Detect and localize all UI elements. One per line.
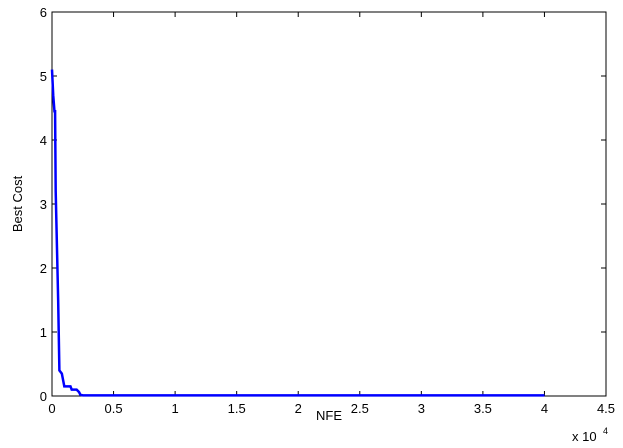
x-tick-label: 0.5 bbox=[105, 401, 123, 416]
plot-area-frame bbox=[51, 11, 607, 397]
y-tick-label: 3 bbox=[40, 197, 47, 212]
x-exponent-base: x 10 bbox=[572, 429, 597, 444]
x-tick-label: 1 bbox=[171, 401, 178, 416]
x-tick-labels: 0 0.5 1 1.5 2 2.5 3 3.5 4 4.5 bbox=[48, 401, 615, 416]
y-tick-label: 5 bbox=[40, 69, 47, 84]
x-exponent-power: 4 bbox=[603, 426, 608, 436]
y-tick-label: 1 bbox=[40, 325, 47, 340]
y-tick-labels: 0 1 2 3 4 5 6 bbox=[40, 5, 47, 404]
x-axis-label: NFE bbox=[316, 408, 342, 423]
x-tick-label: 2 bbox=[295, 401, 302, 416]
x-tick-label: 4.5 bbox=[597, 401, 615, 416]
x-tick-label: 3.5 bbox=[474, 401, 492, 416]
y-tick-label: 4 bbox=[40, 133, 47, 148]
x-tick-label: 2.5 bbox=[351, 401, 369, 416]
x-tick-label: 3 bbox=[418, 401, 425, 416]
y-tick-label: 6 bbox=[40, 5, 47, 20]
y-axis-label: Best Cost bbox=[10, 175, 25, 232]
x-exponent-label: x 10 4 bbox=[572, 426, 608, 444]
y-tick-label: 2 bbox=[40, 261, 47, 276]
best-cost-line bbox=[50, 69, 545, 397]
x-tick-label: 0 bbox=[48, 401, 55, 416]
x-tick-label: 4 bbox=[541, 401, 548, 416]
y-tick-label: 0 bbox=[40, 389, 47, 404]
x-tick-label: 1.5 bbox=[228, 401, 246, 416]
